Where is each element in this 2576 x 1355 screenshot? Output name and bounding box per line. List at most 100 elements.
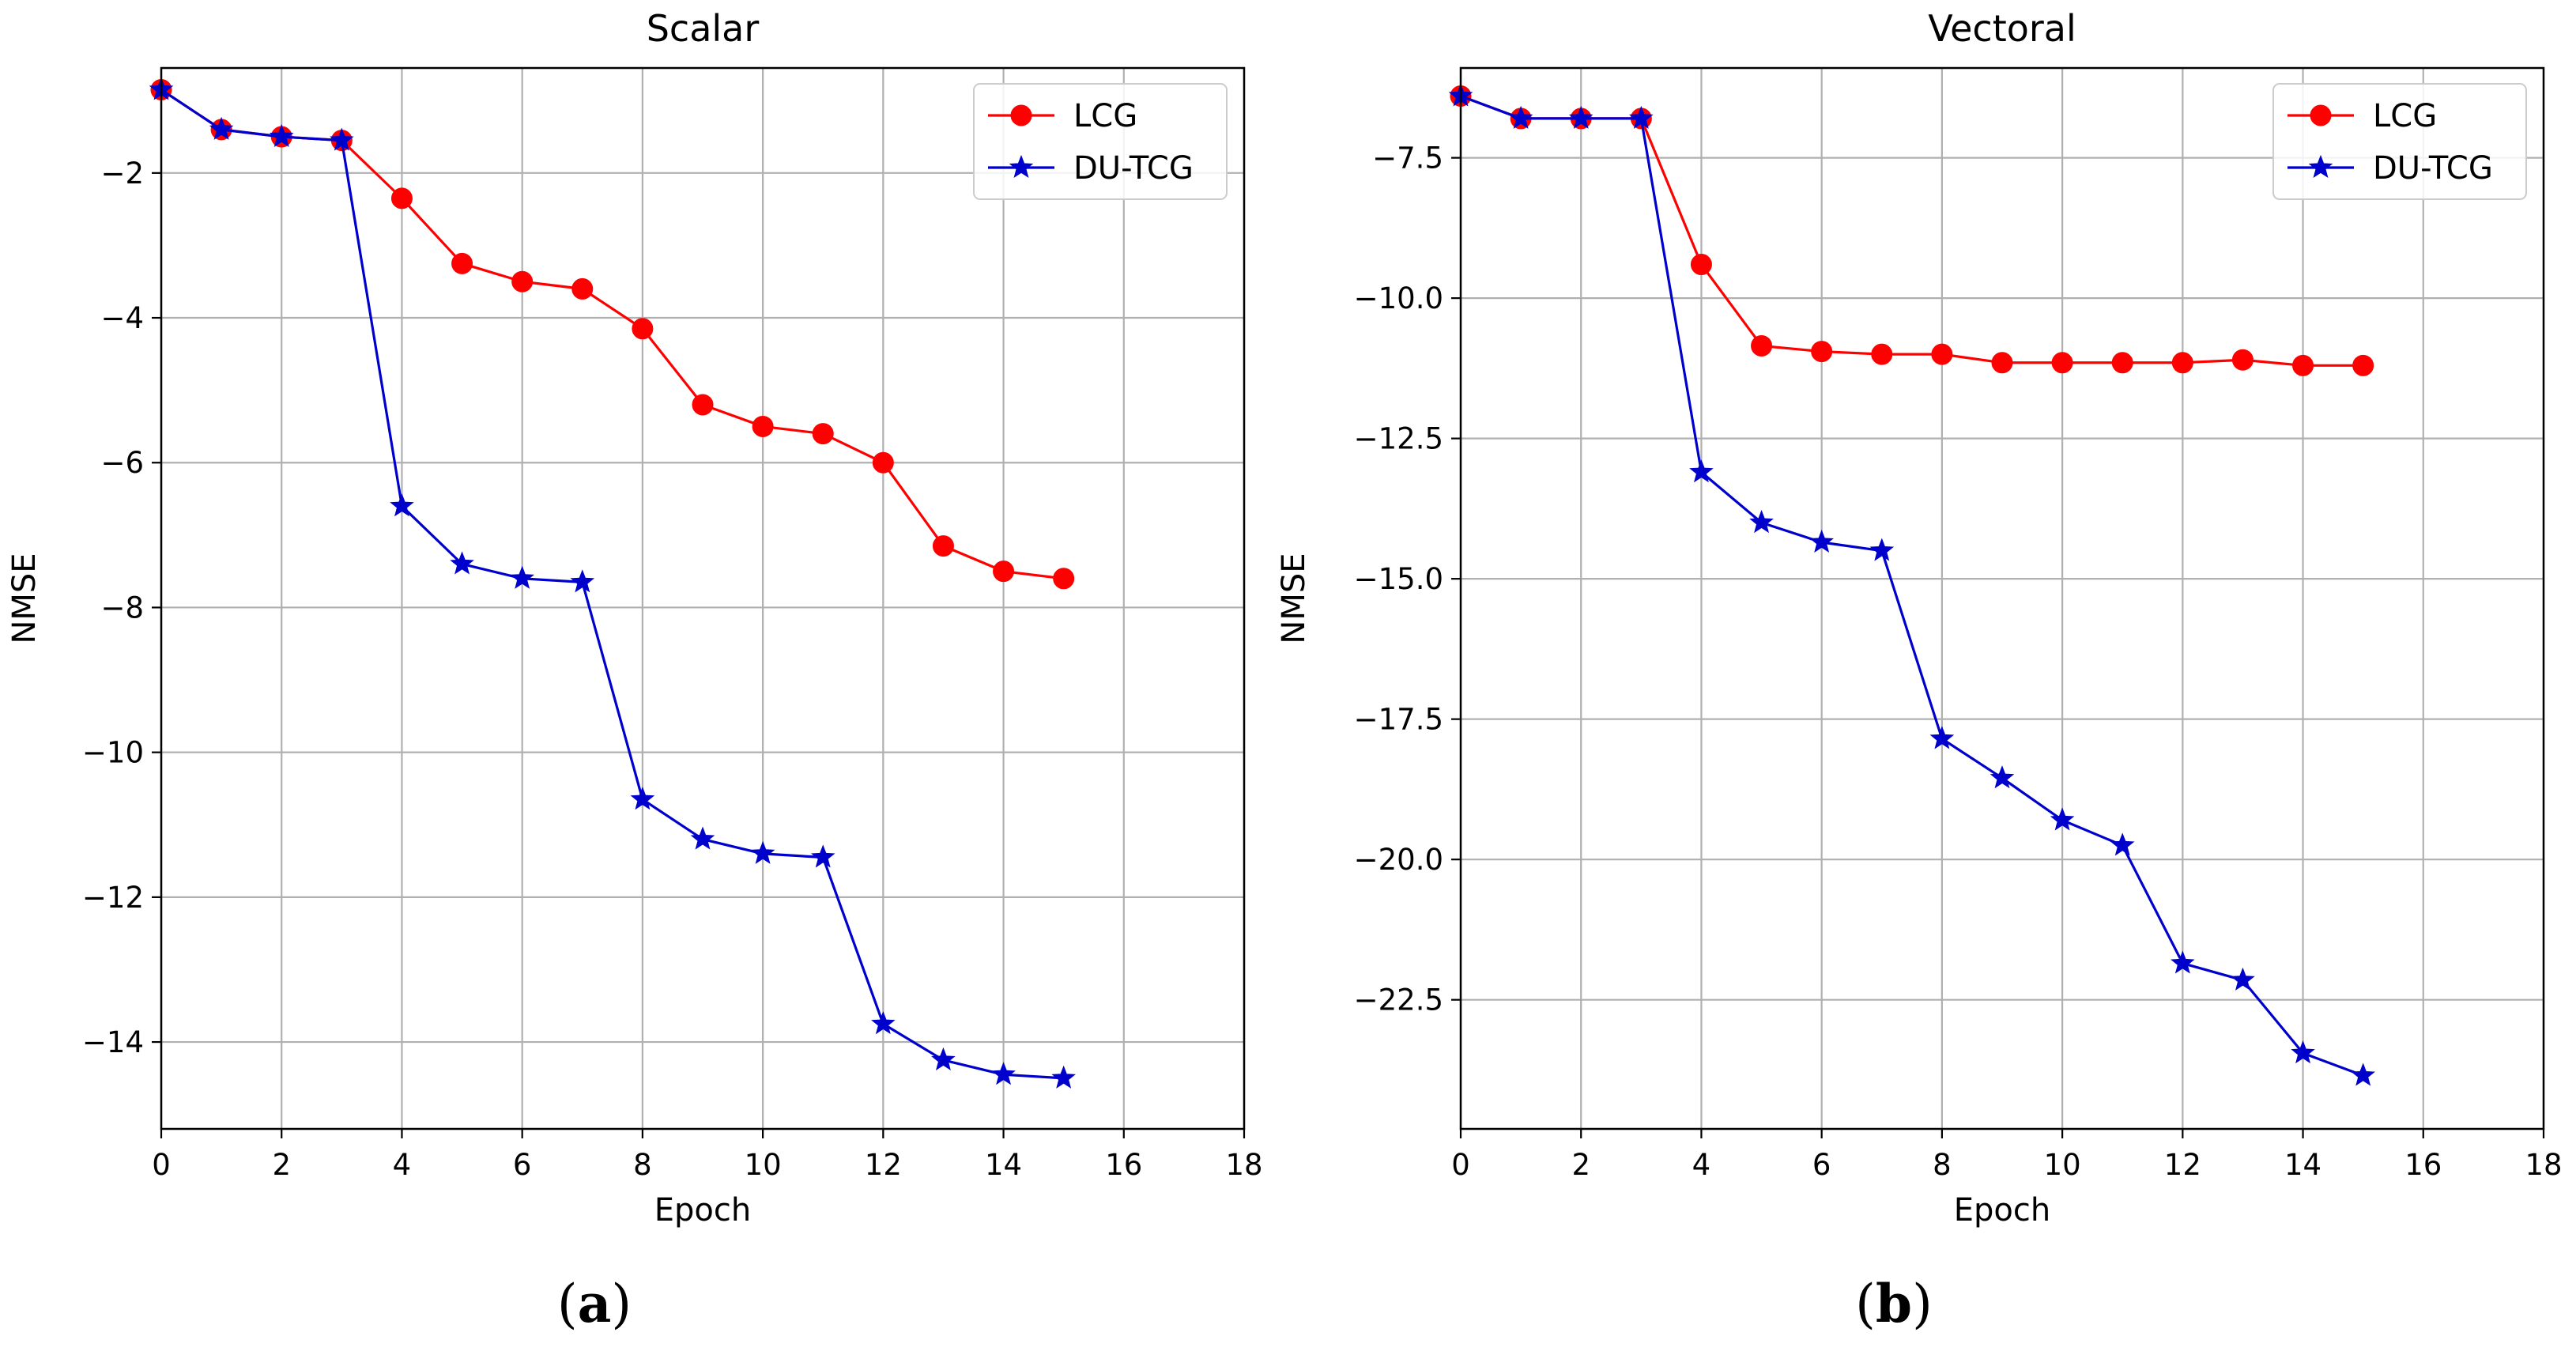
caption-open-paren: ( <box>557 1274 578 1334</box>
series-line-lcg <box>160 89 1064 580</box>
data-point-lcg <box>752 415 774 437</box>
series-line-du-tcg <box>160 89 1064 1080</box>
x-tick-label: 2 <box>272 1148 291 1182</box>
x-tick-label: 14 <box>2284 1148 2321 1182</box>
caption-close-paren: ) <box>1912 1274 1933 1334</box>
legend-marker <box>1009 154 1034 179</box>
plot-frame <box>160 66 1246 1130</box>
data-point-lcg <box>1991 352 2013 374</box>
data-point-du-tcg <box>1689 459 1714 483</box>
caption-letter: a <box>578 1273 612 1334</box>
x-tick-label: 12 <box>865 1148 902 1182</box>
caption-close-paren: ) <box>611 1274 632 1334</box>
x-tick-label: 8 <box>633 1148 652 1182</box>
data-point-du-tcg <box>1568 105 1593 129</box>
data-point-lcg <box>1053 568 1075 590</box>
y-tick-label: −10.0 <box>1354 281 1443 315</box>
legend-label: DU-TCG <box>1073 150 1194 187</box>
legend-box <box>973 83 1228 200</box>
data-point-du-tcg <box>1809 529 1834 553</box>
legend-marker <box>1010 104 1032 126</box>
data-point-du-tcg <box>871 1011 896 1035</box>
x-tick-label: 6 <box>513 1148 532 1182</box>
data-point-du-tcg <box>2351 1062 2375 1086</box>
data-point-lcg <box>812 423 834 445</box>
x-tick-label: 18 <box>2525 1148 2562 1182</box>
data-point-lcg <box>632 318 654 340</box>
y-tick-label: −20.0 <box>1354 843 1443 877</box>
data-point-du-tcg <box>2171 950 2195 974</box>
data-point-du-tcg <box>570 569 595 593</box>
panel-caption: (a) <box>557 1273 632 1334</box>
data-point-lcg <box>932 535 954 557</box>
x-tick-label: 18 <box>1225 1148 1262 1182</box>
data-point-du-tcg <box>1051 1065 1076 1089</box>
y-axis-label: NMSE <box>1276 553 1312 644</box>
data-point-du-tcg <box>1749 510 1774 534</box>
data-point-du-tcg <box>2231 967 2255 991</box>
y-tick-label: −2 <box>100 157 144 191</box>
series-lcg <box>150 78 1075 590</box>
x-tick-label: 4 <box>1692 1148 1711 1182</box>
legend-marker <box>2308 154 2333 179</box>
legend-label: LCG <box>2373 98 2437 134</box>
legend: LCG DU-TCG <box>2272 83 2527 200</box>
data-point-du-tcg <box>2291 1040 2315 1064</box>
data-point-lcg <box>2111 352 2133 374</box>
legend-marker <box>2310 104 2332 126</box>
data-point-du-tcg <box>690 826 715 850</box>
data-point-du-tcg <box>330 127 354 151</box>
y-tick-label: −4 <box>100 301 144 335</box>
y-tick-label: −7.5 <box>1372 142 1443 176</box>
data-point-du-tcg <box>390 493 414 517</box>
caption-open-paren: ( <box>1855 1274 1876 1334</box>
x-tick-label: 12 <box>2164 1148 2201 1182</box>
data-point-du-tcg <box>2110 832 2135 856</box>
caption-letter: b <box>1876 1273 1912 1334</box>
y-tick-label: −14 <box>82 1025 144 1059</box>
data-point-du-tcg <box>750 840 775 864</box>
x-axis-label: Epoch <box>1954 1192 2050 1229</box>
legend-label: LCG <box>1073 98 1137 134</box>
data-point-du-tcg <box>209 116 234 140</box>
plot-frame <box>1459 66 2545 1130</box>
x-tick-label: 6 <box>1812 1148 1831 1182</box>
data-point-lcg <box>390 187 413 209</box>
data-point-du-tcg <box>1869 538 1895 561</box>
x-tick-label: 16 <box>2404 1148 2442 1182</box>
data-point-lcg <box>2352 354 2374 376</box>
data-point-du-tcg <box>450 551 474 575</box>
data-point-du-tcg <box>510 565 534 589</box>
y-tick-label: −17.5 <box>1354 703 1443 737</box>
x-tick-label: 10 <box>2044 1148 2081 1182</box>
data-point-du-tcg <box>1629 105 1654 129</box>
data-point-du-tcg <box>991 1062 1016 1085</box>
panel-caption: (b) <box>1855 1273 1933 1334</box>
data-point-du-tcg <box>810 844 835 868</box>
data-point-lcg <box>1931 343 1953 365</box>
y-tick-label: −6 <box>100 446 144 480</box>
data-point-du-tcg <box>2050 807 2075 831</box>
x-tick-label: 2 <box>1571 1148 1590 1182</box>
series-line-du-tcg <box>1460 95 2364 1078</box>
data-point-lcg <box>571 277 594 300</box>
series-line-lcg <box>1460 95 2363 367</box>
data-point-lcg <box>1751 334 1773 357</box>
legend-label: DU-TCG <box>2373 150 2493 187</box>
data-point-lcg <box>2051 352 2073 374</box>
x-tick-label: 8 <box>1933 1148 1952 1182</box>
data-point-lcg <box>1871 343 1893 365</box>
y-tick-label: −10 <box>82 736 144 770</box>
data-point-du-tcg <box>269 123 294 148</box>
legend-box <box>2272 83 2527 200</box>
series-du-tcg <box>1448 83 2375 1086</box>
data-point-lcg <box>2292 354 2314 376</box>
x-tick-label: 0 <box>152 1148 171 1182</box>
data-point-du-tcg <box>1990 765 2015 789</box>
data-point-lcg <box>511 270 534 293</box>
chart-panel-scalar: 0 2 4 6 8 10 12 14 16 18 −2 −4 −6 −8 −10 −12 −14 Scalar Ep… <box>6 7 1263 1334</box>
y-tick-label: −22.5 <box>1354 983 1443 1017</box>
x-tick-label: 16 <box>1105 1148 1142 1182</box>
data-point-du-tcg <box>1929 726 1955 749</box>
